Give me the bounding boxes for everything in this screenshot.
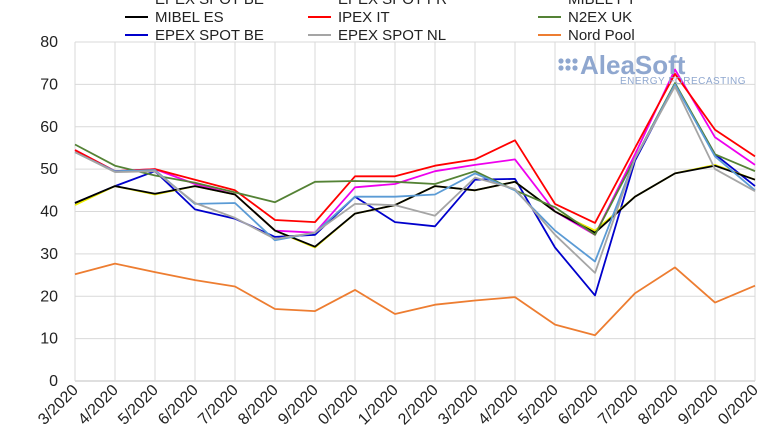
- legend-label: MIBEL PT: [568, 0, 636, 8]
- x-axis: 3/20204/20205/20206/20207/20208/20209/20…: [35, 382, 762, 429]
- x-tick-label: 1/2020: [355, 382, 402, 429]
- y-tick-label: 40: [40, 204, 58, 221]
- x-tick-label: 5/2020: [515, 382, 562, 429]
- legend: EPEX SPOT BE EPEX SPOT FR MIBEL PT MIBEL ES…: [125, 0, 636, 44]
- legend-label: EPEX SPOT BE: [155, 27, 264, 44]
- series-line-ipex-it: [74, 72, 756, 224]
- x-tick-label: 9/2020: [675, 382, 722, 429]
- y-tick-label: 30: [40, 246, 58, 263]
- legend-label: EPEX SPOT NL: [338, 27, 446, 44]
- legend-label: Nord Pool: [568, 27, 635, 44]
- logo-tagline: ENERGY FORECASTING: [620, 76, 746, 87]
- logo-dots-icon: [558, 58, 578, 71]
- y-tick-label: 20: [40, 288, 58, 305]
- grid: [74, 41, 756, 382]
- x-tick-label: 3/2020: [35, 382, 82, 429]
- x-tick-label: 8/2020: [235, 382, 282, 429]
- x-tick-label: 6/2020: [555, 382, 602, 429]
- y-tick-label: 60: [40, 119, 58, 136]
- x-tick-label: 0/2020: [715, 382, 762, 429]
- x-tick-label: 7/2020: [195, 382, 242, 429]
- y-axis: 0 10 20 30 40 50 60 70 80: [40, 34, 58, 390]
- aleasoft-logo: AleaSoft ENERGY FORECASTING: [558, 50, 746, 87]
- x-tick-label: 2/2020: [395, 382, 442, 429]
- series: [74, 68, 756, 337]
- y-tick-label: 80: [40, 34, 58, 51]
- x-tick-label: 0/2020: [315, 382, 362, 429]
- y-tick-label: 50: [40, 161, 58, 178]
- x-tick-label: 5/2020: [115, 382, 162, 429]
- x-tick-label: 3/2020: [435, 382, 482, 429]
- x-tick-label: 9/2020: [275, 382, 322, 429]
- x-tick-label: 6/2020: [155, 382, 202, 429]
- y-tick-label: 70: [40, 76, 58, 93]
- x-tick-label: 4/2020: [475, 382, 522, 429]
- y-tick-label: 10: [40, 331, 58, 348]
- logo-name: AleaSoft: [580, 50, 686, 80]
- y-tick-label: 0: [49, 373, 58, 390]
- legend-label: N2EX UK: [568, 9, 632, 26]
- x-tick-label: 8/2020: [635, 382, 682, 429]
- legend-label: IPEX IT: [338, 9, 390, 26]
- series-line-nord-pool: [74, 262, 756, 337]
- series-line-n2ex-uk: [74, 82, 756, 236]
- series-line-epex-spot-be: [74, 83, 756, 263]
- x-tick-label: 7/2020: [595, 382, 642, 429]
- legend-label: EPEX SPOT BE: [155, 0, 264, 8]
- series-line-epex-spot-nl: [74, 85, 756, 274]
- legend-label: EPEX SPOT FR: [338, 0, 447, 8]
- x-tick-label: 4/2020: [75, 382, 122, 429]
- legend-label: MIBEL ES: [155, 9, 224, 26]
